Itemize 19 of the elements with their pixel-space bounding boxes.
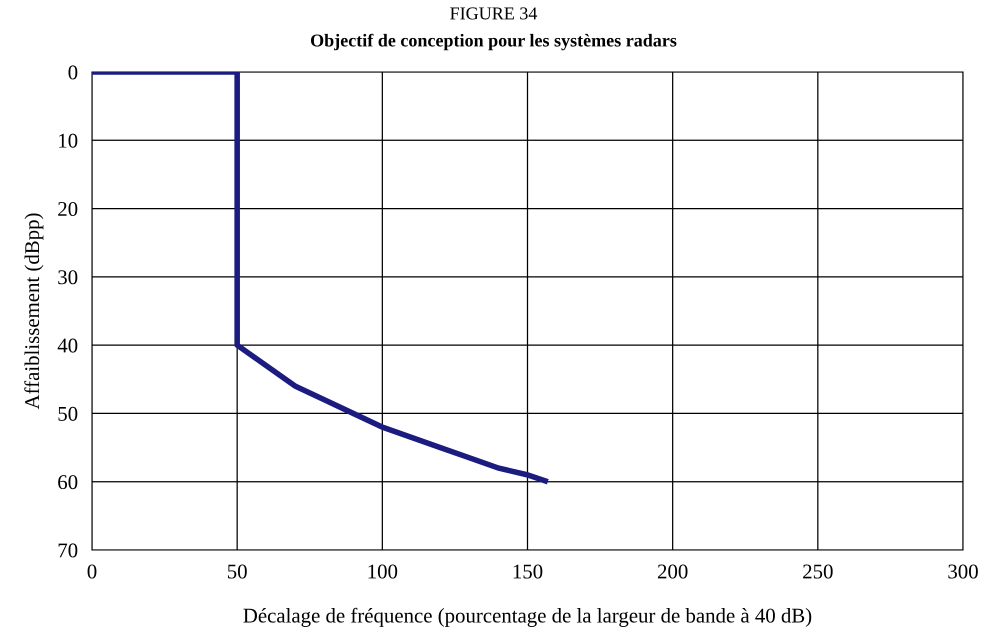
y-tick-label: 30 [58, 270, 78, 284]
x-tick-label: 50 [228, 564, 247, 579]
y-tick-label: 50 [58, 406, 78, 421]
y-tick-label: 0 [68, 65, 78, 80]
x-tick-label: 100 [368, 564, 398, 579]
y-tick-label: 40 [58, 338, 78, 353]
x-tick-label: 200 [658, 564, 688, 579]
x-axis-title: Décalage de fréquence (pourcentage de la largeur de bande à 40 dB) [243, 608, 812, 627]
y-tick-label: 10 [59, 134, 78, 148]
x-tick-label: 300 [948, 564, 978, 579]
y-axis-title: Affaiblissement (dBpp) [24, 213, 44, 410]
x-tick-label: 250 [803, 564, 833, 579]
y-tick-label: 60 [58, 475, 78, 490]
chart-title: FIGURE 34 [450, 7, 538, 20]
y-tick-label: 20 [58, 202, 78, 216]
chart-subtitle: Objectif de conception pour les systèmes radars [311, 34, 676, 50]
x-tick-label: 150 [514, 564, 542, 579]
y-tick-label: 70 [58, 543, 78, 558]
x-tick-label: 0 [88, 564, 96, 579]
